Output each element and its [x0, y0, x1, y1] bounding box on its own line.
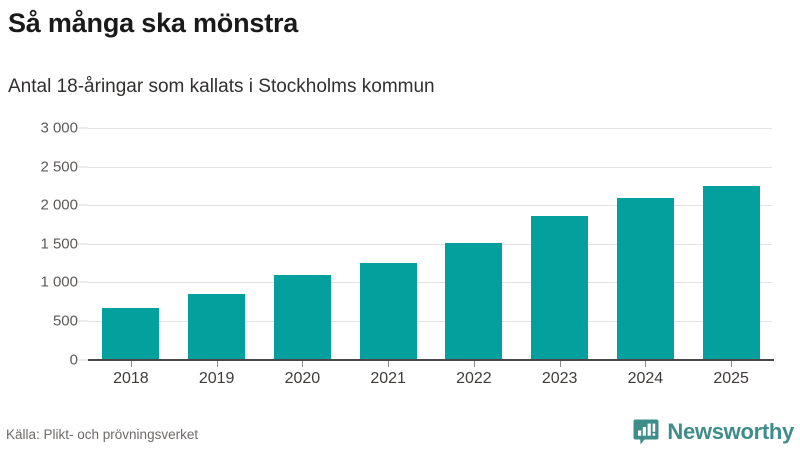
bar-2023: [531, 215, 589, 360]
brand-name: Newsworthy: [667, 419, 794, 444]
gridline: [88, 320, 772, 322]
bar-2020: [273, 275, 331, 360]
gridline: [88, 282, 772, 284]
x-axis-tick-mark: [388, 361, 390, 367]
x-axis-tick-label: 2019: [198, 370, 235, 387]
x-axis-tick-label: 2025: [713, 370, 749, 387]
source-note: Källa: Plikt- och prövningsverket: [6, 427, 199, 442]
y-axis-tick-label: 500: [52, 312, 78, 330]
x-axis-tick-label: 2018: [113, 370, 149, 387]
x-axis-tick-mark: [216, 361, 218, 367]
x-axis-baseline: [88, 359, 774, 361]
x-axis-tick-mark: [731, 361, 733, 367]
x-axis-tick-mark: [559, 361, 561, 367]
gridline: [88, 128, 772, 129]
x-axis-tick-mark: [130, 361, 132, 367]
x-axis-tick-label: 2021: [370, 370, 406, 387]
y-axis-tick-mark: [78, 359, 88, 360]
bar-2025: [702, 185, 760, 360]
x-axis-tick-mark: [473, 361, 475, 367]
bar-2022: [445, 243, 503, 360]
y-axis-tick-mark: [78, 204, 88, 206]
bar-2019: [188, 294, 246, 360]
x-axis-tick-label: 2024: [627, 370, 664, 387]
y-axis-tick-label: 0: [69, 351, 78, 368]
y-axis-tick-mark: [78, 127, 88, 129]
bar-series: [88, 120, 774, 360]
y-axis-tick-label: 3 000: [40, 119, 78, 137]
chart-plot-area: [88, 128, 772, 360]
y-axis-tick-label: 2 500: [40, 158, 78, 176]
page-title: Så många ska mönstra: [8, 8, 299, 38]
bar-chart-speech-bubble-icon: [633, 419, 659, 445]
chart-subtitle: Antal 18-åringar som kallats i Stockholm…: [8, 76, 435, 97]
x-axis-tick-label: 2022: [456, 370, 492, 387]
y-axis-tick-mark: [78, 243, 88, 245]
gridline: [88, 205, 772, 207]
x-axis-tick-mark: [645, 361, 647, 367]
gridline: [88, 166, 772, 168]
bar-2021: [359, 262, 417, 360]
y-axis-tick-mark: [78, 320, 88, 322]
y-axis-tick-mark: [78, 281, 88, 283]
bar-2024: [616, 197, 674, 360]
y-axis-tick-label: 1 500: [40, 235, 78, 253]
y-axis-tick-mark: [78, 166, 88, 168]
bar-2018: [102, 308, 160, 360]
y-axis-tick-label: 1 000: [40, 273, 78, 291]
x-axis-tick-mark: [302, 361, 304, 367]
newsworthy-logo[interactable]: Newsworthy: [633, 419, 794, 445]
x-axis: 2018 2019 2020 2021 2022 2023 2024 2025: [88, 361, 774, 395]
x-axis-tick-label: 2020: [284, 370, 321, 387]
y-axis-tick-label: 2 000: [40, 196, 78, 214]
gridline: [88, 243, 772, 245]
x-axis-tick-label: 2023: [541, 370, 578, 387]
